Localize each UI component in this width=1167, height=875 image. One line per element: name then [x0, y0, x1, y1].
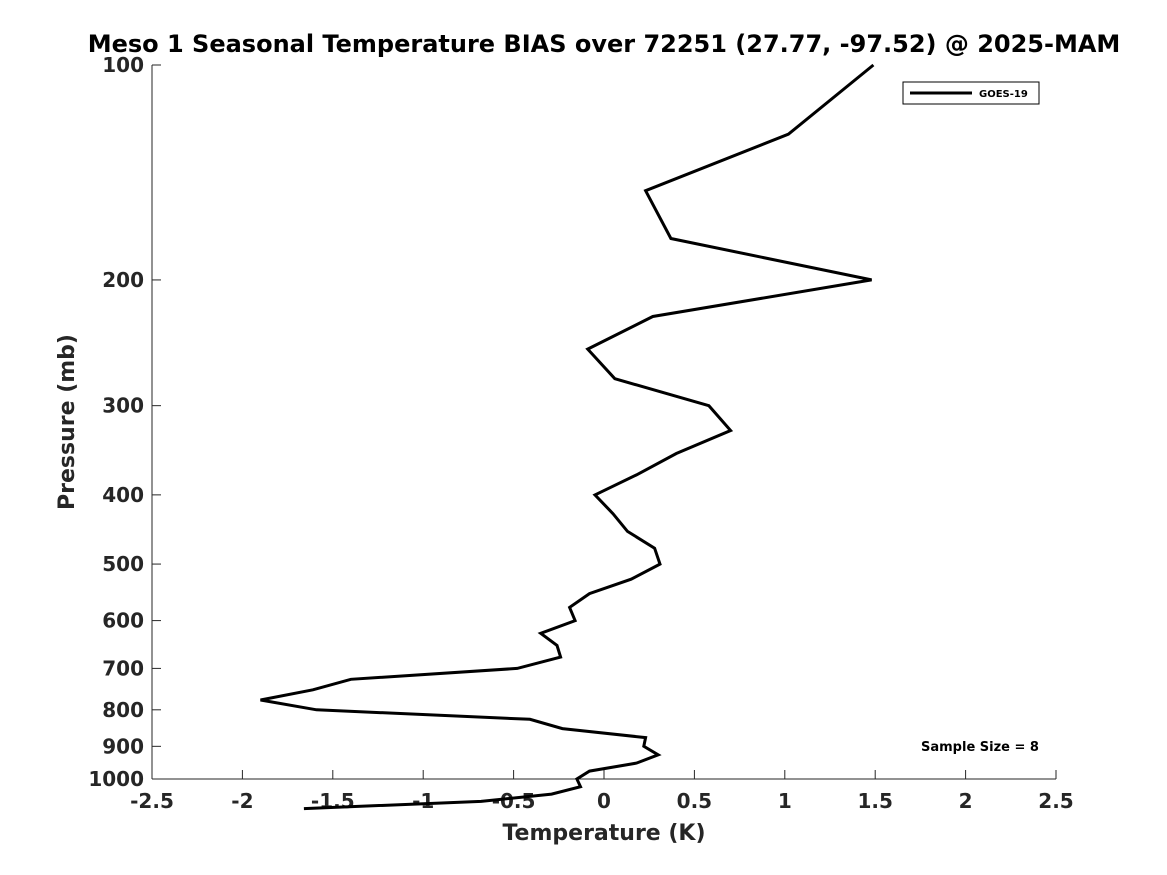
x-tick-label: 2.5: [1038, 789, 1073, 813]
y-tick-label: 300: [102, 394, 144, 418]
legend-label-goes-19: GOES-19: [979, 89, 1028, 100]
plot-area: [152, 65, 1056, 779]
series-line-goes-19: [260, 63, 875, 811]
x-tick-label: 1: [778, 789, 792, 813]
sample-size-annotation: Sample Size = 8: [921, 740, 1039, 755]
x-axis: -2.5 -2 -1.5 -1 -0.5 0 0.5 1 1.5 2 2.5: [130, 770, 1074, 813]
series-layer: [260, 63, 875, 811]
x-tick-label: -2: [231, 789, 253, 813]
legend: GOES-19: [902, 81, 1040, 105]
y-tick-label: 600: [102, 609, 144, 633]
x-axis-label: Temperature (K): [502, 821, 705, 846]
y-tick-label: 500: [102, 552, 144, 576]
chart-title: Meso 1 Seasonal Temperature BIAS over 72…: [88, 30, 1121, 58]
y-tick-label: 700: [102, 656, 144, 680]
x-tick-label: -2.5: [130, 789, 174, 813]
x-tick-label: 0: [597, 789, 611, 813]
x-tick-label: -1: [412, 789, 434, 813]
x-tick-label: 0.5: [677, 789, 712, 813]
y-axis-label: Pressure (mb): [55, 334, 80, 510]
y-tick-label: 800: [102, 698, 144, 722]
y-tick-label: 400: [102, 483, 144, 507]
y-tick-label: 1000: [88, 767, 144, 791]
x-tick-label: 2: [959, 789, 973, 813]
y-tick-label: 100: [102, 53, 144, 77]
y-tick-label: 900: [102, 734, 144, 758]
y-axis: 100 200 300 400 500 600 700 800 900 1000: [88, 53, 161, 791]
y-tick-label: 200: [102, 268, 144, 292]
x-tick-label: 1.5: [857, 789, 892, 813]
